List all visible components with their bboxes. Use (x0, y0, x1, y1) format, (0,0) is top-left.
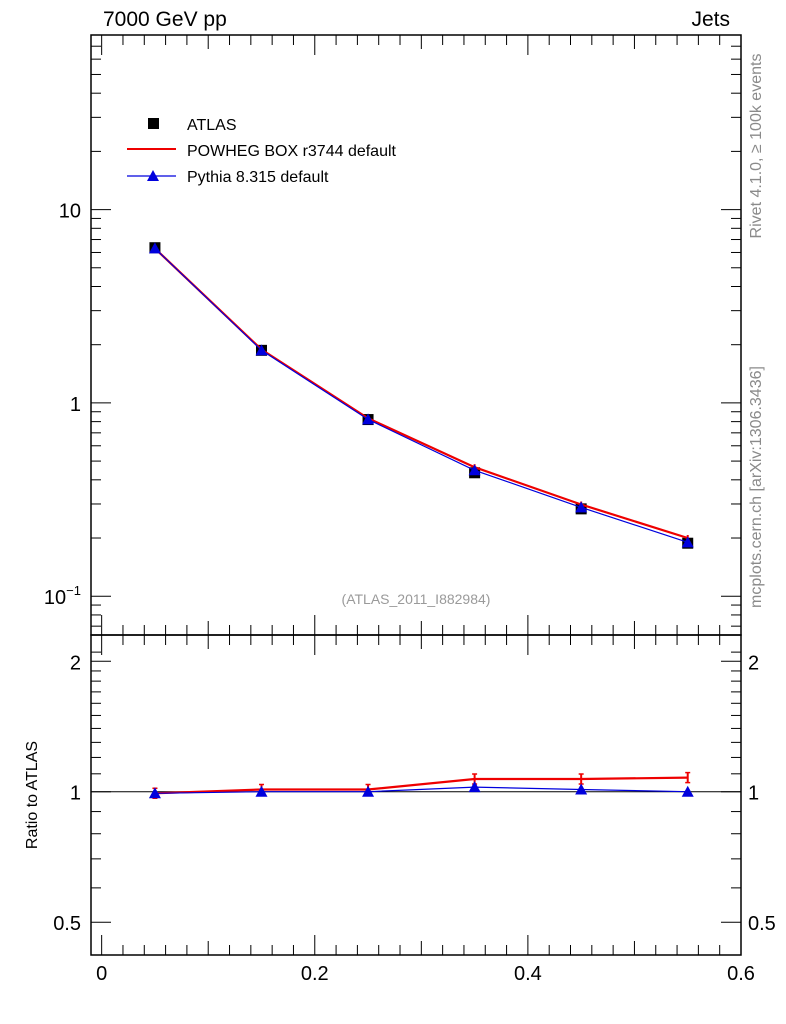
plot-title-left: 7000 GeV pp (103, 8, 227, 31)
ratio-y-tick-label-right: 1 (748, 783, 759, 805)
analysis-annotation: (ATLAS_2011_I882984) (342, 591, 491, 607)
pythia-series-line (154, 247, 688, 543)
ratio-y-tick-label: 2 (70, 652, 81, 674)
ratio-pythia-data-point (681, 785, 694, 797)
ratio-plot-frame (90, 634, 742, 956)
plot-title-right: Jets (691, 8, 730, 31)
pythia-data-point (255, 344, 268, 356)
rivet-version-label: Rivet 4.1.0, ≥ 100k events (748, 54, 765, 239)
main-y-tick-label: 10 (59, 201, 81, 223)
powheg-series-line (154, 247, 689, 540)
ratio-y-tick-label-right: 0.5 (748, 913, 776, 935)
main-y-tick-label: 10−1 (44, 583, 81, 609)
x-tick-label: 0.6 (727, 963, 755, 985)
legend-powheg-label: POWHEG BOX r3744 default (187, 143, 397, 160)
main-series-layer (148, 242, 694, 549)
x-tick-label: 0.2 (301, 963, 329, 985)
ratio-pythia-line (154, 786, 688, 794)
ratio-axis-ticks: 2 2 1 1 0.5 0.5 0 0.2 0.4 0.6 (53, 635, 776, 985)
legend: ATLAS POWHEG BOX r3744 default Pythia 8.… (127, 117, 397, 186)
ratio-pythia-data-point (255, 785, 268, 797)
ratio-pythia-data-point (575, 783, 588, 795)
mcplots-label: mcplots.cern.ch [arXiv:1306.3436] (748, 366, 765, 608)
legend-atlas-marker (148, 118, 159, 129)
legend-pythia-marker (147, 170, 159, 181)
ratio-y-axis-label: Ratio to ATLAS (24, 741, 41, 849)
pythia-data-point (148, 242, 161, 254)
ratio-pythia-data-point (468, 781, 481, 793)
pythia-data-point (362, 413, 375, 425)
x-tick-label: 0 (96, 963, 107, 985)
ratio-y-tick-label-right: 2 (748, 652, 759, 674)
ratio-y-tick-label: 0.5 (53, 913, 81, 935)
pythia-data-point (681, 536, 694, 548)
main-y-tick-label: 1 (70, 394, 81, 416)
ratio-pythia-data-point (362, 785, 375, 797)
pythia-data-point (468, 464, 481, 476)
pythia-data-point (575, 501, 588, 513)
ratio-series-layer (148, 771, 694, 800)
legend-pythia-label: Pythia 8.315 default (187, 169, 329, 186)
ratio-pythia-data-point (148, 787, 161, 799)
ratio-y-tick-label: 1 (70, 783, 81, 805)
ratio-powheg-line (154, 776, 688, 795)
x-tick-label: 0.4 (514, 963, 542, 985)
legend-atlas-label: ATLAS (187, 117, 237, 134)
